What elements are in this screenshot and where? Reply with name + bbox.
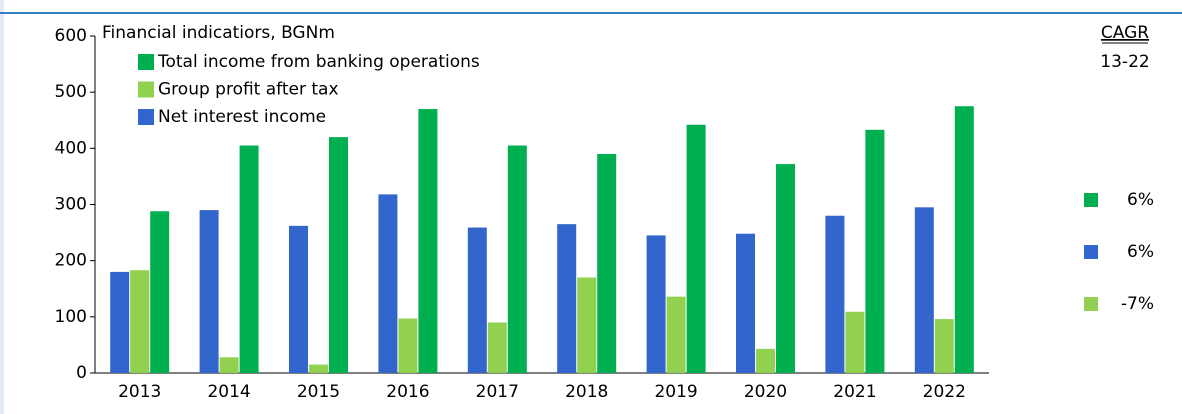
cagr-swatch <box>1084 193 1098 207</box>
bar <box>199 210 219 373</box>
y-tick-label: 500 <box>55 82 87 102</box>
bar <box>329 137 348 373</box>
bar <box>309 364 328 373</box>
bar <box>467 227 487 373</box>
bar <box>954 106 974 373</box>
x-tick-label: 2019 <box>654 382 697 402</box>
cagr-period: 13-22 <box>1100 52 1149 72</box>
x-tick-label: 2020 <box>744 382 787 402</box>
y-tick-label: 300 <box>55 195 87 215</box>
bar <box>150 211 170 373</box>
legend-swatch <box>138 81 154 98</box>
cagr-value: 6% <box>1127 242 1154 262</box>
cagr-value: 6% <box>1127 190 1154 210</box>
cagr-swatch <box>1084 245 1098 259</box>
legend-swatch <box>138 54 154 70</box>
y-tick-label: 200 <box>55 251 87 271</box>
bar <box>756 348 775 373</box>
bar <box>557 224 577 373</box>
bar <box>378 194 398 373</box>
bar <box>487 322 507 373</box>
x-tick-label: 2016 <box>386 382 429 402</box>
bar <box>686 124 706 373</box>
legend-swatch <box>138 109 154 125</box>
x-tick-label: 2022 <box>923 382 966 402</box>
x-tick-label: 2017 <box>476 382 519 402</box>
y-tick-label: 600 <box>55 26 87 46</box>
bar <box>577 277 597 373</box>
y-tick-label: 0 <box>76 363 87 383</box>
legend-label: Net interest income <box>158 107 326 127</box>
x-tick-label: 2014 <box>207 382 250 402</box>
bar <box>130 270 150 373</box>
x-tick-label: 2021 <box>833 382 876 402</box>
cagr-title: CAGR <box>1101 23 1149 43</box>
bar <box>219 357 239 373</box>
bar <box>597 153 617 373</box>
cagr-value: -7% <box>1121 294 1154 314</box>
x-tick-label: 2018 <box>565 382 608 402</box>
bar <box>418 109 438 374</box>
legend-label: Group profit after tax <box>158 80 339 100</box>
x-tick-label: 2013 <box>118 382 161 402</box>
chart-title: Financial indicatiors, BGNm <box>102 23 335 43</box>
y-tick-label: 100 <box>55 307 87 327</box>
bar <box>110 271 130 373</box>
bar <box>666 296 686 373</box>
bar <box>914 207 934 373</box>
bar <box>776 164 795 373</box>
bar <box>934 319 954 373</box>
bar <box>825 215 845 373</box>
bar <box>865 129 885 373</box>
bar <box>239 145 259 373</box>
y-tick-label: 400 <box>55 138 87 158</box>
left-edge <box>0 0 4 414</box>
bar <box>398 318 418 373</box>
bar <box>845 311 865 373</box>
bar <box>289 225 308 373</box>
legend-label: Total income from banking operations <box>157 52 480 72</box>
x-tick-label: 2015 <box>297 382 340 402</box>
bar <box>736 233 755 373</box>
cagr-swatch <box>1084 297 1098 311</box>
bar <box>507 145 527 373</box>
bar <box>646 235 666 373</box>
